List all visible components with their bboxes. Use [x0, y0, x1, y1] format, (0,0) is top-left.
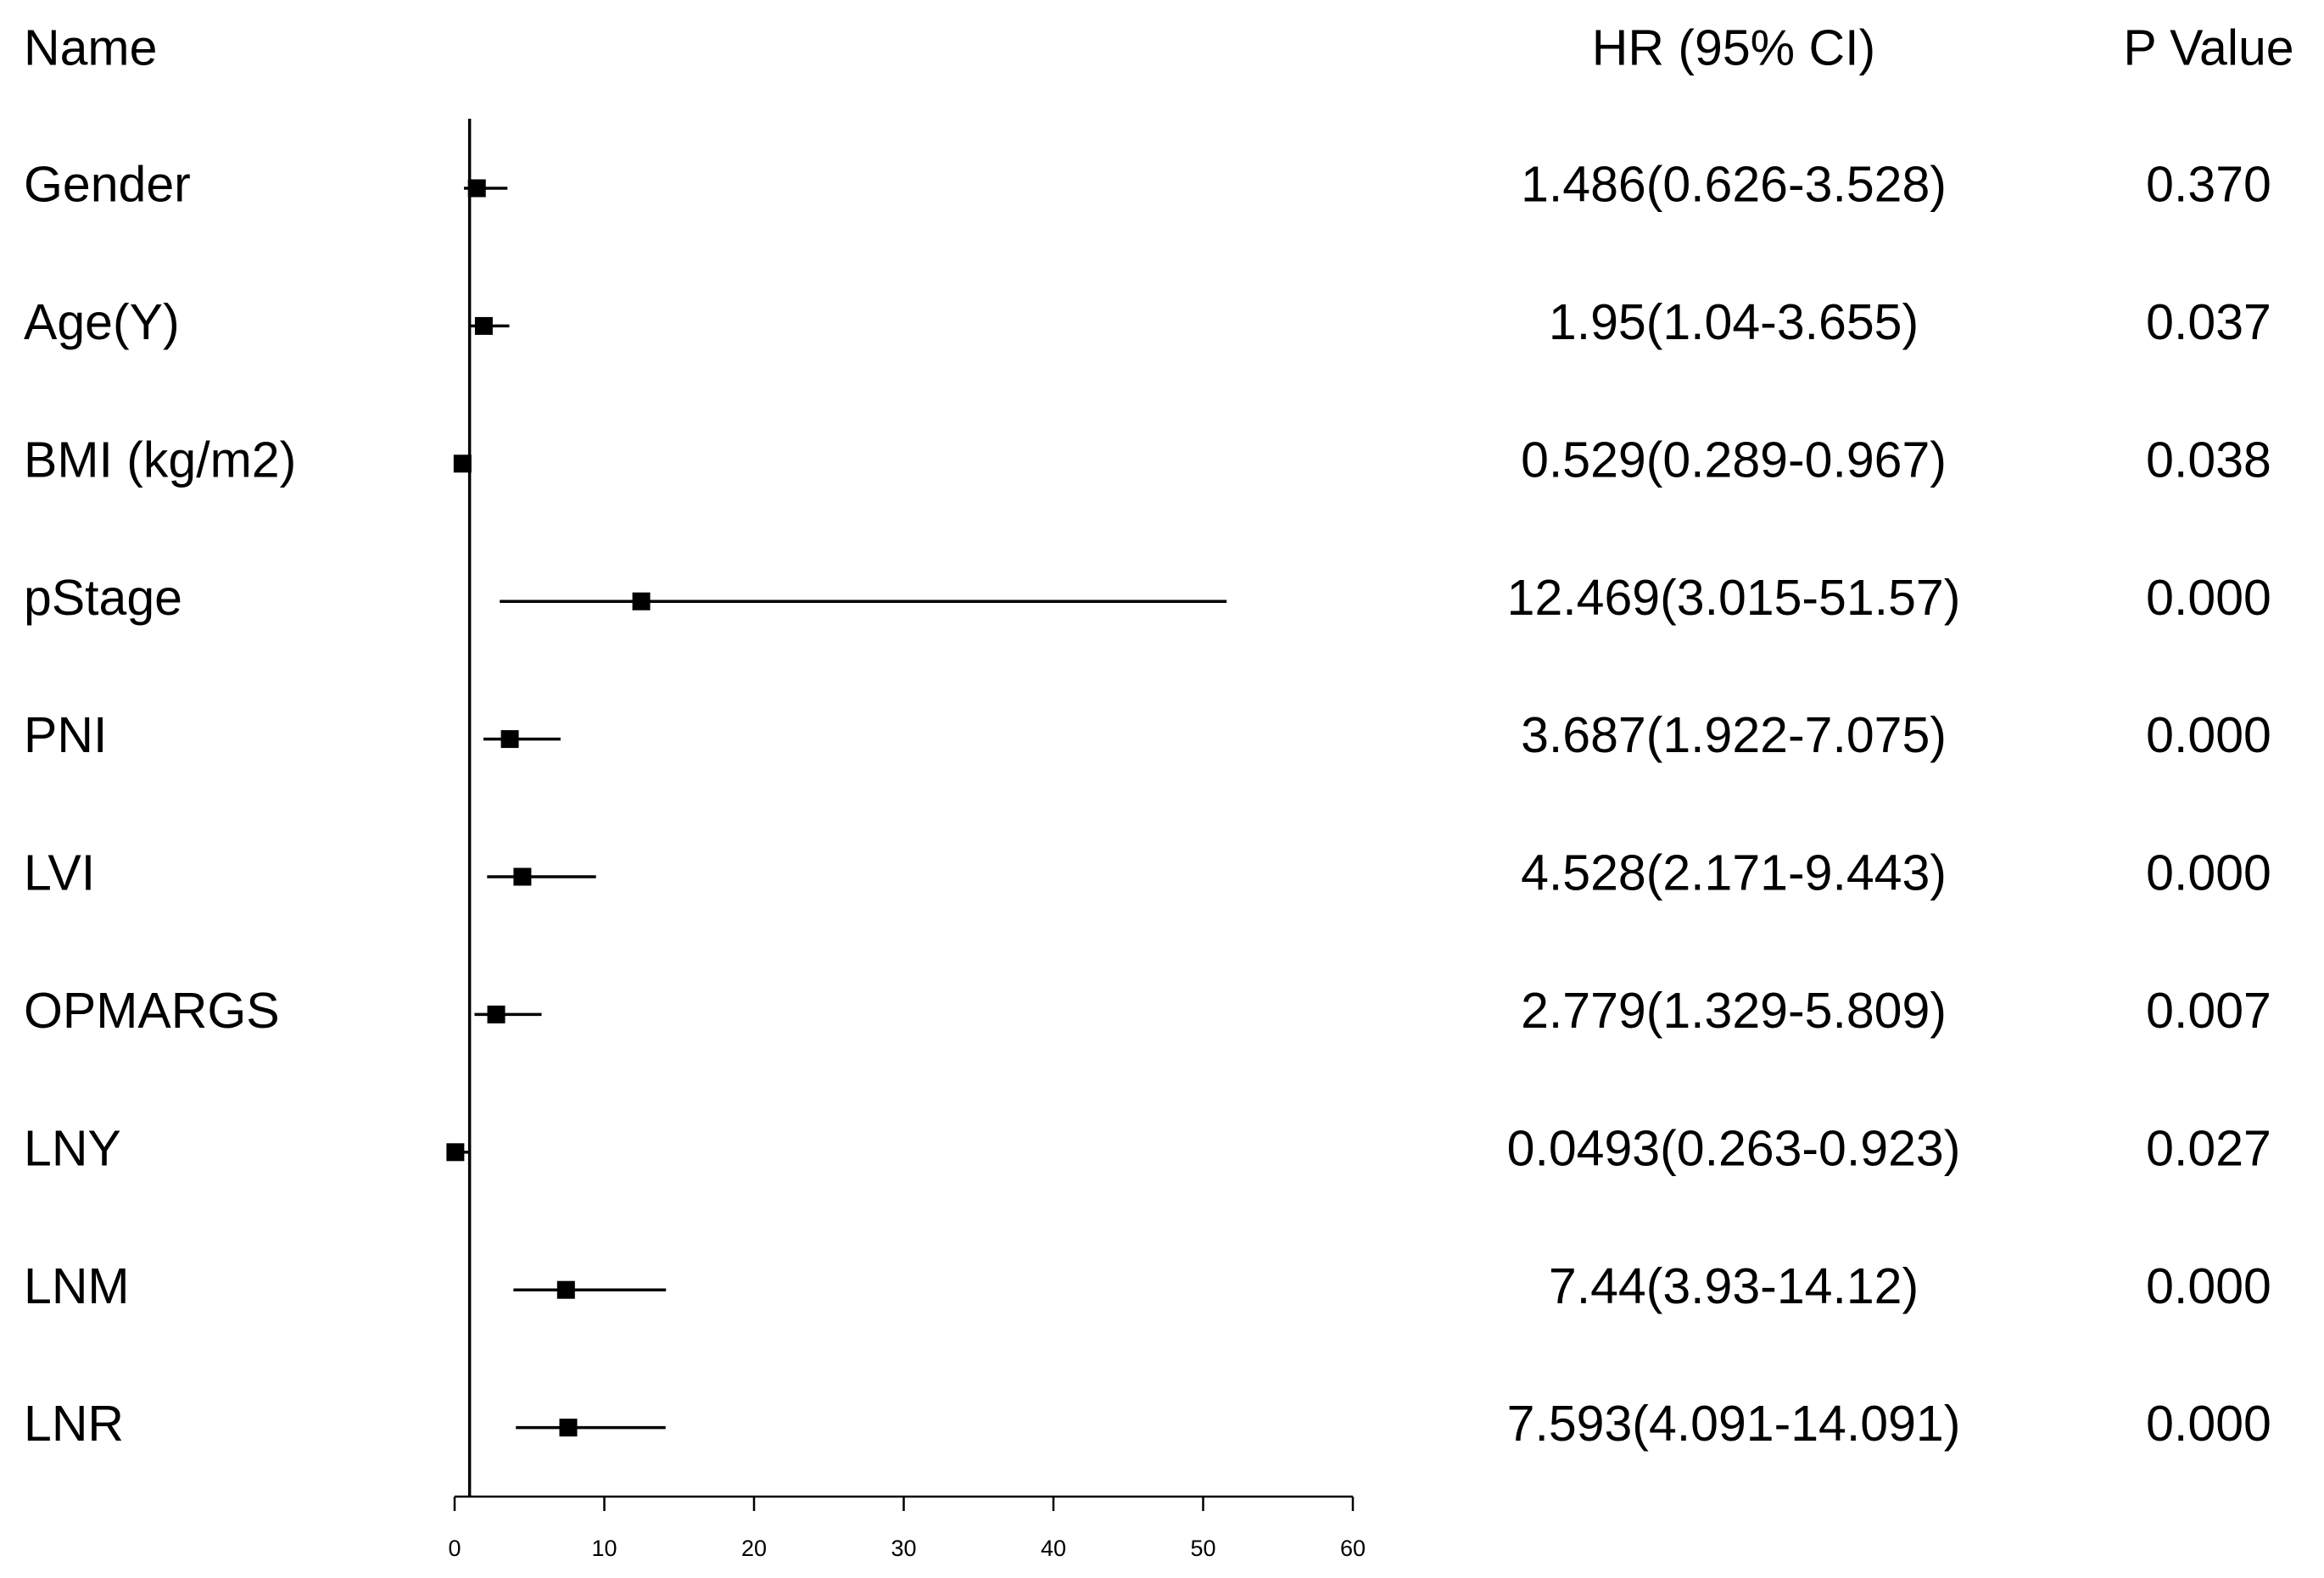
- row-name: pStage: [24, 570, 182, 626]
- row-name: Gender: [24, 157, 191, 213]
- hr-marker: [453, 454, 472, 473]
- hr-marker: [500, 730, 519, 749]
- hr-ci-label: 0.529(0.289-0.967): [1521, 432, 1947, 488]
- x-tick-label: 20: [741, 1536, 767, 1561]
- x-tick-label: 50: [1190, 1536, 1215, 1561]
- row-name: Age(Y): [24, 294, 180, 350]
- hr-ci-label: 3.687(1.922-7.075): [1521, 707, 1947, 763]
- x-tick-label: 40: [1041, 1536, 1066, 1561]
- hr-marker: [474, 316, 493, 335]
- hr-ci-label: 7.593(4.091-14.091): [1507, 1396, 1961, 1452]
- row-name: PNI: [24, 707, 107, 763]
- x-tick-label: 30: [891, 1536, 916, 1561]
- x-tick-label: 10: [591, 1536, 617, 1561]
- hr-marker: [487, 1005, 506, 1023]
- row-name: LVI: [24, 845, 95, 901]
- row-name: OPMARGS: [24, 983, 280, 1039]
- hr-ci-label: 7.44(3.93-14.12): [1549, 1258, 1919, 1314]
- p-value: 0.000: [2146, 845, 2271, 901]
- p-value: 0.000: [2146, 1396, 2271, 1452]
- hr-ci-label: 0.0493(0.263-0.923): [1507, 1120, 1961, 1176]
- hr-marker: [632, 592, 651, 611]
- p-value: 0.370: [2146, 157, 2271, 213]
- p-value: 0.007: [2146, 983, 2271, 1039]
- row-name: LNR: [24, 1396, 124, 1452]
- hr-ci-label: 1.95(1.04-3.655): [1549, 294, 1919, 350]
- hr-ci-label: 12.469(3.015-51.57): [1507, 570, 1961, 626]
- hr-ci-label: 4.528(2.171-9.443): [1521, 845, 1947, 901]
- header-hr: HR (95% CI): [1592, 20, 1875, 76]
- p-value: 0.000: [2146, 570, 2271, 626]
- row-name: LNY: [24, 1120, 121, 1176]
- hr-ci-label: 2.779(1.329-5.809): [1521, 983, 1947, 1039]
- hr-marker: [446, 1143, 465, 1162]
- hr-marker: [556, 1280, 575, 1299]
- x-tick-label: 60: [1340, 1536, 1366, 1561]
- row-name: BMI (kg/m2): [24, 432, 296, 488]
- hr-marker: [467, 179, 486, 198]
- p-value: 0.000: [2146, 1258, 2271, 1314]
- row-name: LNM: [24, 1258, 130, 1314]
- p-value: 0.037: [2146, 294, 2271, 350]
- p-value: 0.027: [2146, 1120, 2271, 1176]
- header-p: P Value: [2123, 20, 2293, 76]
- header-name: Name: [24, 20, 157, 76]
- x-tick-label: 0: [448, 1536, 461, 1561]
- p-value: 0.038: [2146, 432, 2271, 488]
- hr-ci-label: 1.486(0.626-3.528): [1521, 157, 1947, 213]
- hr-marker: [559, 1419, 578, 1437]
- hr-marker: [513, 867, 532, 886]
- p-value: 0.000: [2146, 707, 2271, 763]
